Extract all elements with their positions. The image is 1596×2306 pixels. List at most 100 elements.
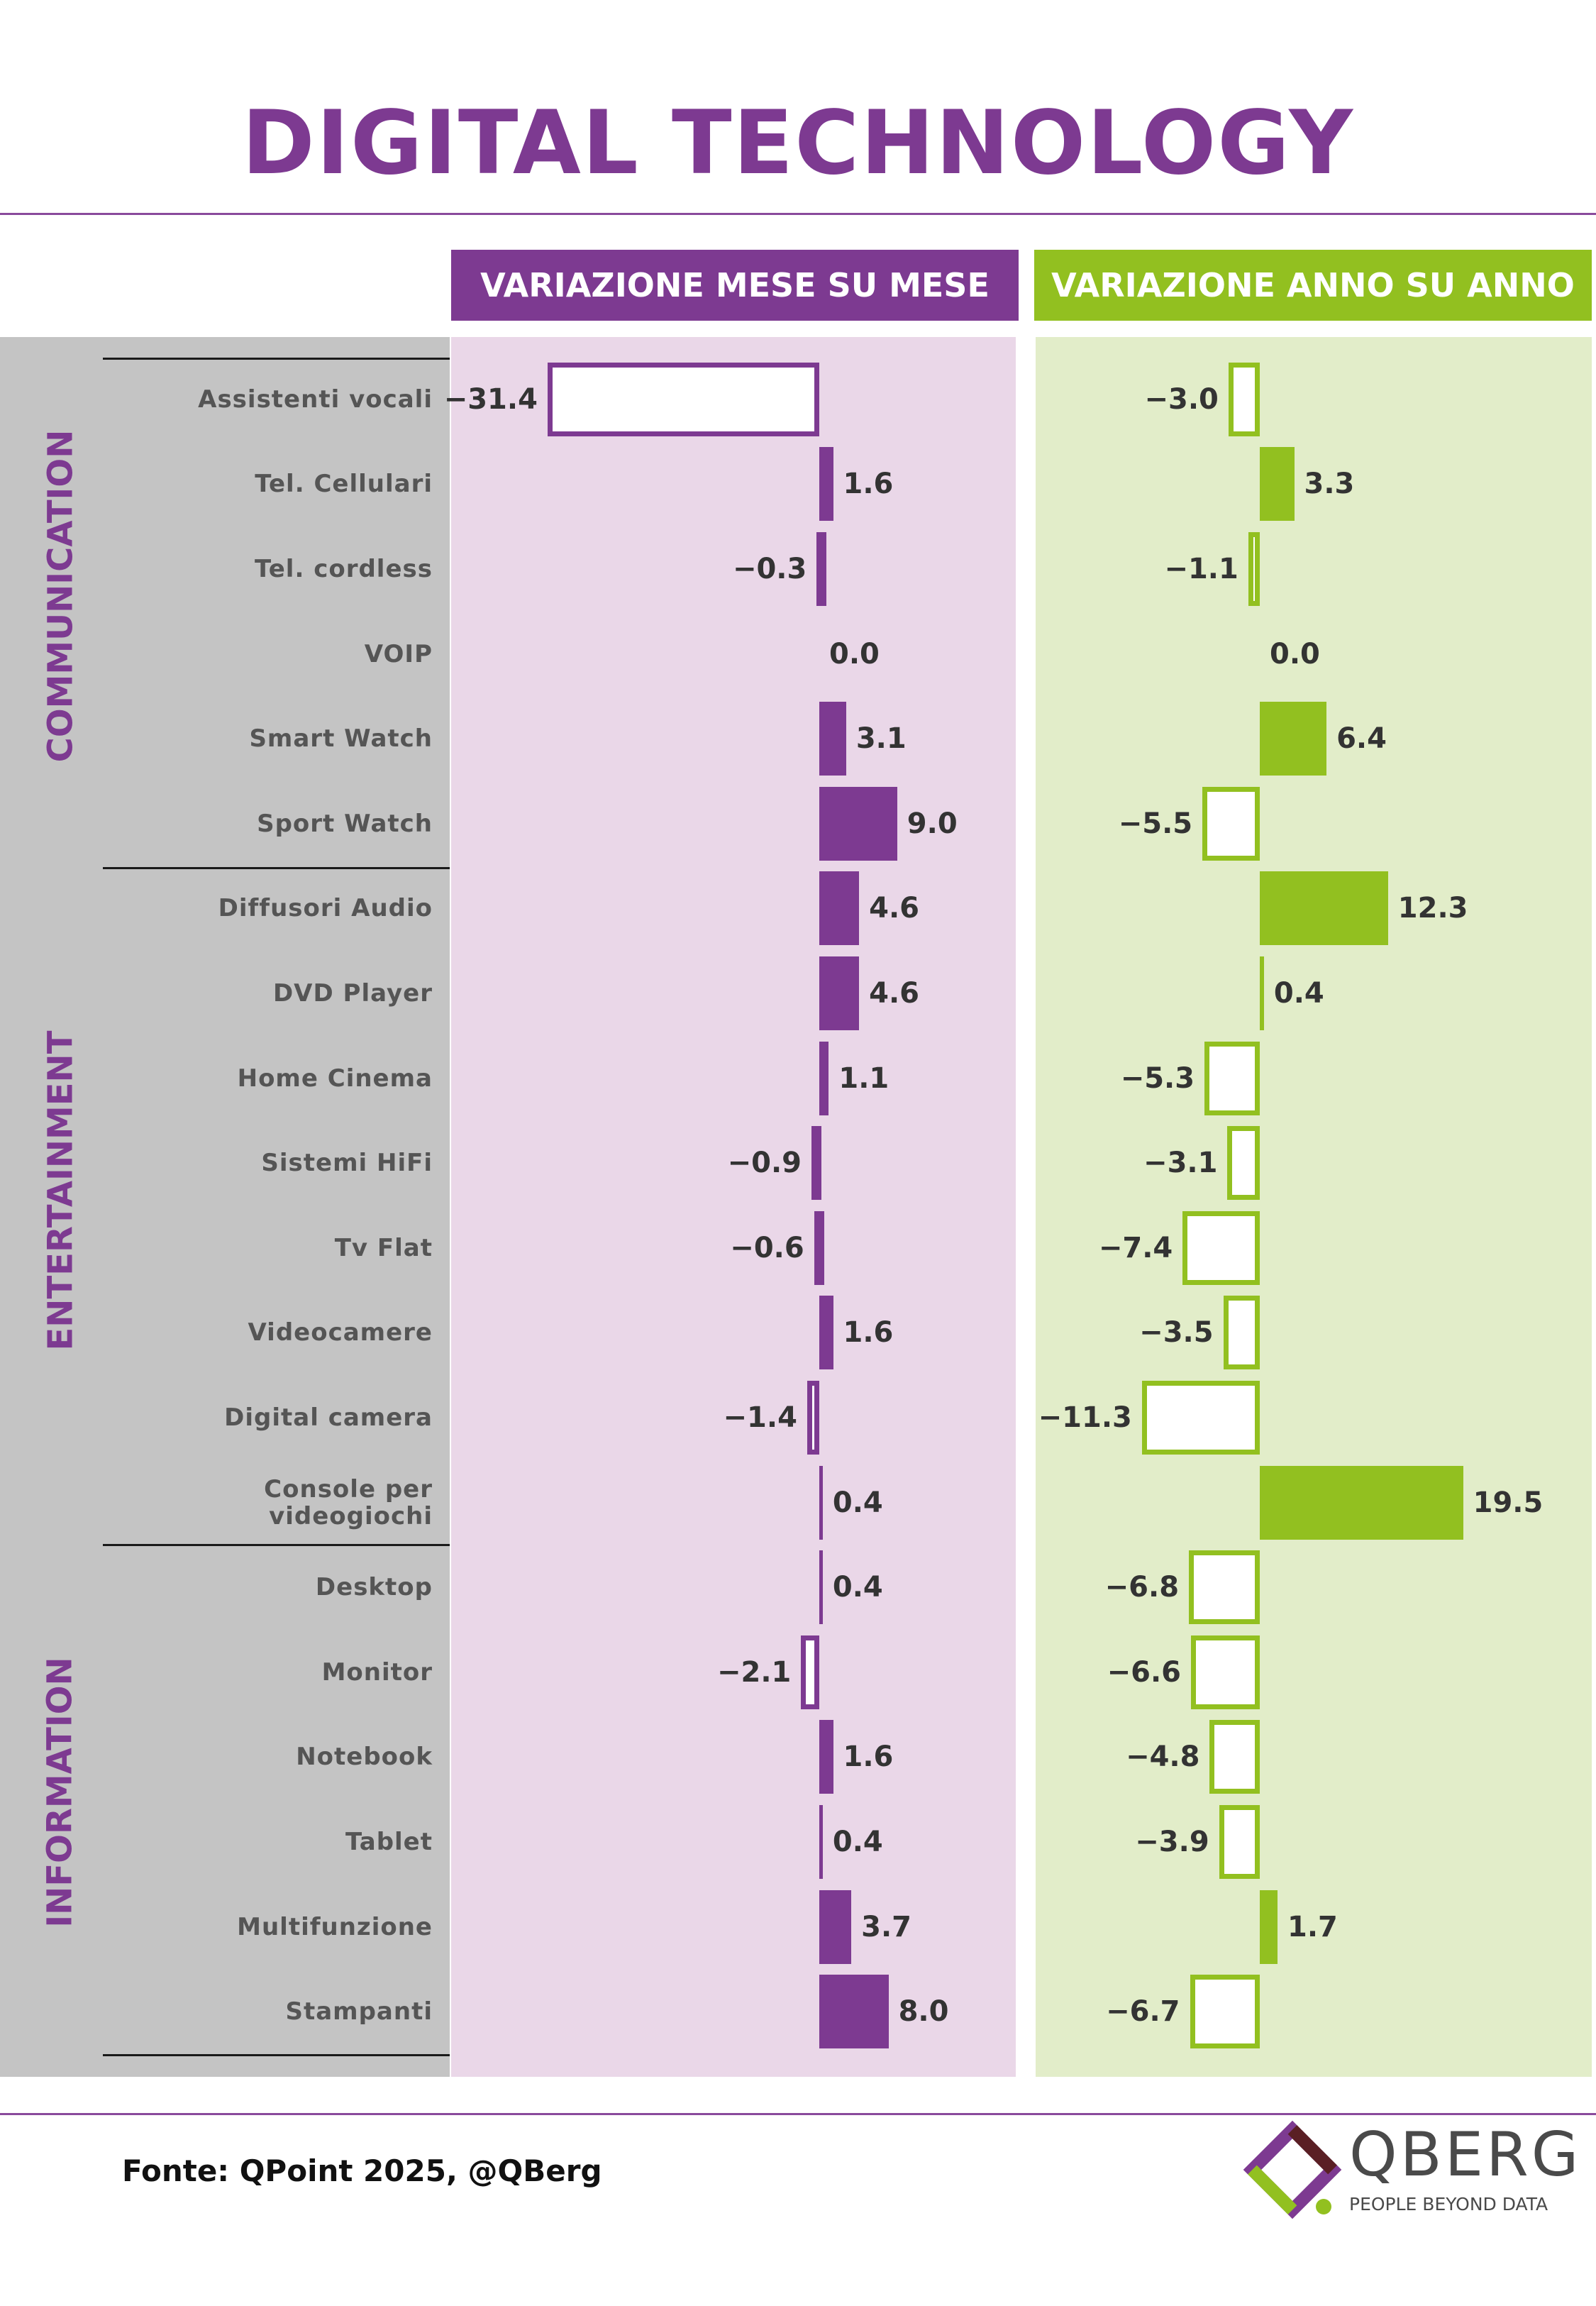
- mom-bar: [819, 871, 860, 946]
- yoy-bar: [1219, 1805, 1260, 1879]
- mom-value-label: 4.6: [869, 977, 919, 1010]
- mom-bar: [816, 532, 827, 606]
- category-panel: [0, 337, 450, 2077]
- logo-tagline: PEOPLE BEYOND DATA: [1349, 2194, 1548, 2214]
- mom-bar: [814, 1210, 824, 1285]
- yoy-bar: [1189, 1550, 1260, 1625]
- mom-value-label: 0.0: [829, 637, 880, 671]
- mom-bar: [819, 1296, 833, 1370]
- mom-value-label: −1.4: [723, 1401, 797, 1434]
- column-header-yoy: VARIAZIONE ANNO SU ANNO: [1034, 250, 1592, 321]
- mom-value-label: 0.4: [832, 1571, 883, 1604]
- source-note: Fonte: QPoint 2025, @QBerg: [122, 2153, 602, 2188]
- title-divider: [0, 213, 1596, 215]
- yoy-bar: [1260, 871, 1388, 946]
- mom-bar: [819, 447, 833, 522]
- category-label: VOIP: [364, 639, 433, 668]
- category-label: Tv Flat: [334, 1233, 433, 1262]
- mom-value-label: 0.4: [832, 1486, 883, 1519]
- category-label: Smart Watch: [249, 724, 433, 754]
- yoy-value-label: −3.0: [1144, 382, 1219, 416]
- category-label: DVD Player: [272, 979, 433, 1008]
- yoy-value-label: −3.5: [1139, 1316, 1214, 1350]
- column-header-mom: VARIAZIONE MESE SU MESE: [451, 250, 1019, 321]
- yoy-value-label: 19.5: [1473, 1486, 1544, 1519]
- yoy-bar: [1223, 1296, 1260, 1370]
- mom-bar: [547, 362, 819, 436]
- yoy-value-label: −3.9: [1135, 1826, 1209, 1858]
- mom-value-label: 1.6: [843, 1316, 894, 1350]
- yoy-bar: [1202, 786, 1260, 861]
- yoy-value-label: −6.6: [1107, 1655, 1181, 1689]
- yoy-value-label: −5.3: [1120, 1061, 1195, 1095]
- mom-bar: [819, 1465, 823, 1540]
- yoy-value-label: 12.3: [1397, 892, 1468, 925]
- mom-value-label: 4.6: [869, 892, 919, 925]
- yoy-value-label: 3.3: [1304, 468, 1355, 501]
- yoy-value-label: 6.4: [1336, 722, 1387, 756]
- yoy-bar: [1260, 1465, 1463, 1540]
- footer-divider: [0, 2113, 1596, 2115]
- page-title: DIGITAL TECHNOLOGY: [241, 92, 1355, 194]
- group-separator: [103, 1544, 450, 1546]
- yoy-bar: [1228, 362, 1260, 436]
- mom-bar: [801, 1635, 819, 1709]
- yoy-bar: [1141, 1381, 1260, 1455]
- category-label: Stampanti: [285, 1997, 433, 2026]
- mom-value-label: 1.1: [838, 1061, 890, 1095]
- category-label: Console per videogiochi: [264, 1474, 433, 1530]
- mom-value-label: 8.0: [898, 1995, 949, 2029]
- group-label-entertainment: ENTERTAINMENT: [40, 1030, 80, 1351]
- yoy-value-label: −5.5: [1118, 807, 1193, 840]
- mom-value-label: −31.4: [443, 382, 538, 416]
- category-label: Sistemi HiFi: [261, 1149, 433, 1178]
- category-label: Notebook: [296, 1743, 433, 1772]
- mom-value-label: 3.1: [855, 722, 907, 756]
- logo-name: QBERG: [1349, 2119, 1582, 2190]
- qberg-logo-icon: [1243, 2120, 1342, 2219]
- mom-bar: [807, 1381, 819, 1455]
- category-label: Monitor: [321, 1657, 433, 1687]
- group-label-communication: COMMUNICATION: [40, 429, 81, 763]
- mom-bar: [819, 1805, 823, 1879]
- yoy-value-label: 0.0: [1270, 637, 1320, 671]
- category-label: Home Cinema: [237, 1064, 433, 1093]
- mom-value-label: 0.4: [832, 1826, 883, 1858]
- yoy-panel: [1036, 337, 1592, 2077]
- yoy-bar: [1260, 1890, 1278, 1964]
- mom-bar: [819, 1720, 833, 1794]
- mom-value-label: 3.7: [861, 1910, 911, 1943]
- yoy-value-label: 1.7: [1287, 1910, 1338, 1943]
- yoy-bar: [1190, 1635, 1260, 1709]
- yoy-value-label: −6.8: [1104, 1571, 1180, 1604]
- mom-value-label: −0.9: [727, 1147, 802, 1180]
- category-label: Tablet: [345, 1828, 433, 1856]
- category-label: Desktop: [315, 1573, 433, 1602]
- mom-value-label: −0.6: [730, 1231, 804, 1264]
- yoy-value-label: −6.7: [1106, 1995, 1180, 2029]
- mom-bar: [819, 1041, 829, 1115]
- mom-value-label: 1.6: [843, 1740, 894, 1774]
- group-separator: [103, 867, 450, 869]
- yoy-bar: [1260, 956, 1264, 1030]
- mom-panel: [451, 337, 1016, 2077]
- mom-bar: [819, 786, 897, 861]
- yoy-bar: [1248, 532, 1260, 606]
- mom-bar: [819, 1890, 852, 1964]
- category-label: Assistenti vocali: [198, 385, 433, 414]
- yoy-value-label: −11.3: [1038, 1401, 1132, 1434]
- mom-bar: [819, 956, 860, 1030]
- yoy-value-label: −3.1: [1143, 1147, 1218, 1180]
- yoy-value-label: −7.4: [1098, 1231, 1173, 1264]
- mom-value-label: −0.3: [732, 553, 807, 585]
- category-label: Tel. cordless: [255, 555, 433, 583]
- category-label: Sport Watch: [257, 809, 433, 838]
- mom-value-label: 9.0: [907, 807, 958, 840]
- group-separator: [103, 2054, 450, 2056]
- yoy-value-label: 0.4: [1273, 977, 1324, 1010]
- category-label: Videocamere: [248, 1318, 433, 1347]
- mom-bar: [819, 1550, 823, 1625]
- yoy-value-label: −4.8: [1126, 1740, 1200, 1774]
- mom-value-label: −2.1: [717, 1655, 792, 1689]
- category-label: Multifunzione: [237, 1912, 433, 1941]
